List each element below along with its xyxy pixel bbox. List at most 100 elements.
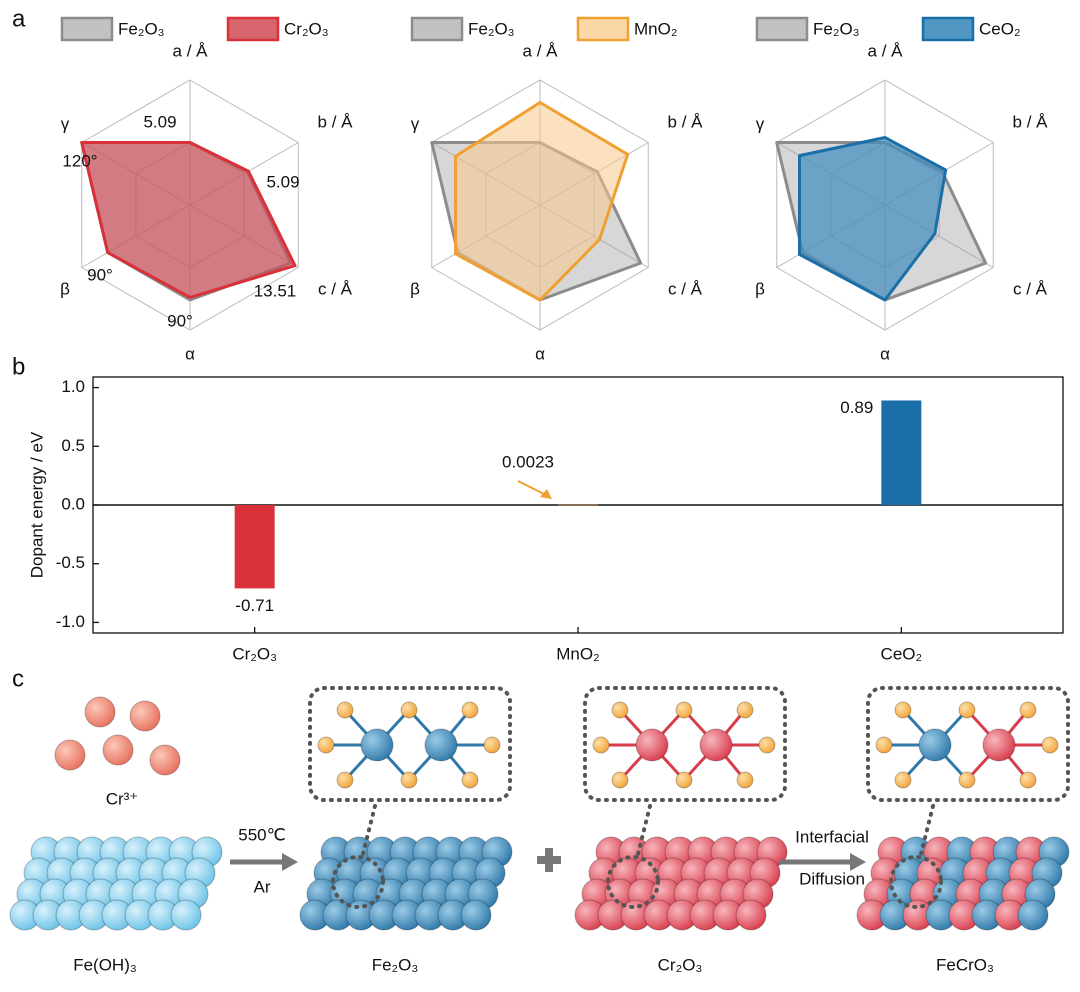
highlight [331,855,385,909]
pointer [918,804,935,860]
axis-label: a / Å [173,41,209,60]
atom [317,736,335,754]
atom [483,736,501,754]
highlight [606,855,660,909]
axis-label: α [185,344,195,363]
legend-swatch [576,16,630,42]
panel-label: b [12,353,25,380]
axis-label: c / Å [1013,279,1048,298]
atom [149,744,181,776]
legend-swatch [755,16,809,42]
axis-label: γ [756,114,765,133]
legend-swatch [921,16,975,42]
annotation: 120° [62,151,97,170]
annotation: 90° [87,265,113,284]
atom [611,771,629,789]
y-tick-label: 0.0 [61,494,85,513]
annotation: 90° [167,311,193,330]
arrow-head [850,853,866,871]
atom [54,739,86,771]
legend-label: CeO₂ [979,19,1021,38]
atom [875,736,893,754]
highlight [889,855,943,909]
panel-label: c [12,665,24,692]
radar-area [797,136,948,302]
axis-label: c / Å [668,279,703,298]
condition: Ar [254,877,271,896]
legend-label: MnO₂ [634,19,677,38]
atom [1019,771,1037,789]
condition: 550℃ [238,825,285,844]
axis-label: b / Å [1013,112,1049,131]
material-label: Fe(OH)₃ [73,955,137,974]
axis-label: a / Å [868,41,904,60]
ion-label: Cr³⁺ [106,789,139,808]
material-label: Fe₂O₃ [372,955,419,974]
x-tick-label: CeO₂ [881,644,923,663]
atom [675,701,693,719]
atom [1019,701,1037,719]
axis-label: c / Å [318,279,353,298]
atom [735,899,767,931]
atom [424,728,458,762]
inset-frame [308,686,512,802]
legend-swatch [226,16,280,42]
radar-area [80,141,297,299]
axis-label: a / Å [523,41,559,60]
plus-v [545,848,553,872]
atom [170,899,202,931]
panel-label: a [12,5,26,32]
annotation-arrow [517,480,547,496]
legend-swatch [410,16,464,42]
value-label: 0.0023 [502,452,554,471]
legend-label: Fe₂O₃ [468,19,515,38]
condition: Interfacial [795,827,869,846]
condition: Diffusion [799,869,865,888]
axis-label: γ [411,114,420,133]
arrow-head [540,489,552,499]
radar-area [454,101,630,302]
atom [400,771,418,789]
inset-frame [583,686,787,802]
atom [460,899,492,931]
legend-swatch [60,16,114,42]
atom [611,701,629,719]
annotation: 5.09 [143,112,176,131]
axis-label: α [535,344,545,363]
bar [881,400,922,505]
atom [336,771,354,789]
y-tick-label: -1.0 [56,612,85,631]
atom [958,771,976,789]
atom [1041,736,1059,754]
atom [699,728,733,762]
atom [336,701,354,719]
atom [84,696,116,728]
atom [958,701,976,719]
y-axis-label: Dopant energy / eV [27,431,46,578]
y-tick-label: 0.5 [61,436,85,455]
atom [982,728,1016,762]
atom [675,771,693,789]
atom [736,771,754,789]
legend-label: Fe₂O₃ [118,19,165,38]
atom [894,701,912,719]
axis-label: α [880,344,890,363]
bar [234,505,275,589]
material-label: Cr₂O₃ [658,955,703,974]
legend-label: Cr₂O₃ [284,19,329,38]
value-label: -0.71 [235,596,274,615]
atom [1017,899,1049,931]
annotation: 5.09 [266,172,299,191]
material-label: FeCrO₃ [936,955,994,974]
y-tick-label: -0.5 [56,553,85,572]
axis-label: b / Å [668,112,704,131]
annotation: 13.51 [254,281,297,300]
pointer [360,804,377,860]
axis-label: β [410,279,420,298]
atom [758,736,776,754]
atom [360,728,394,762]
value-label: 0.89 [840,398,873,417]
inset-frame [866,686,1070,802]
atom [102,734,134,766]
